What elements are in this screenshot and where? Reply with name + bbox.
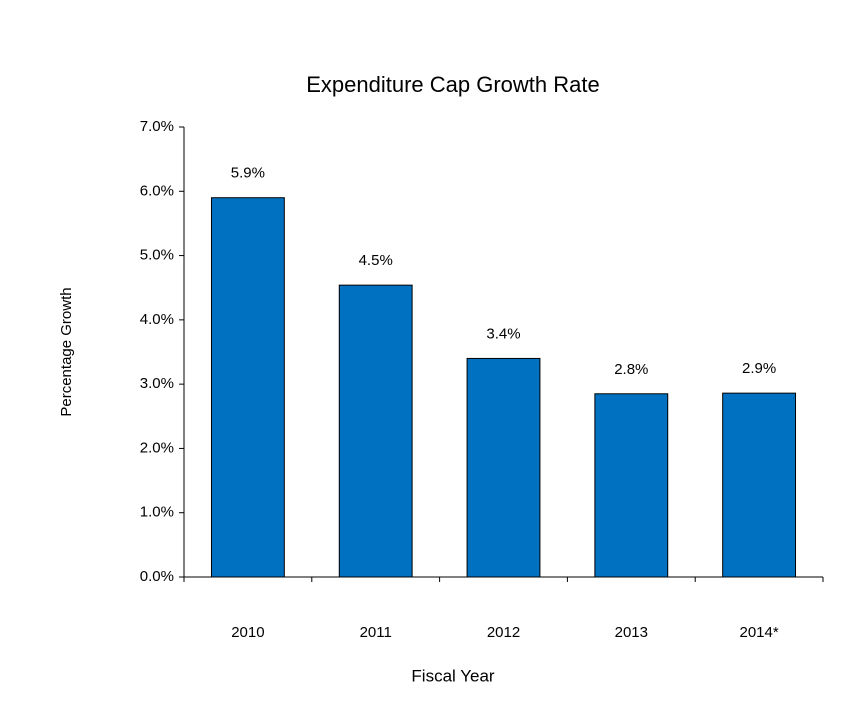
chart-title: Expenditure Cap Growth Rate xyxy=(306,72,600,97)
x-tick-label: 2013 xyxy=(615,624,648,641)
y-tick-label: 2.0% xyxy=(140,439,174,456)
data-label: 2.8% xyxy=(614,361,648,378)
data-label: 4.5% xyxy=(359,252,393,269)
y-tick-label: 0.0% xyxy=(140,568,174,585)
y-tick-label: 4.0% xyxy=(140,311,174,328)
data-label: 5.9% xyxy=(231,165,265,182)
y-tick-label: 3.0% xyxy=(140,375,174,392)
y-tick-label: 6.0% xyxy=(140,182,174,199)
bar xyxy=(722,392,797,578)
data-label: 3.4% xyxy=(486,325,520,342)
bar xyxy=(338,284,413,578)
y-tick-label: 7.0% xyxy=(140,118,174,135)
bar xyxy=(594,393,669,578)
x-tick-label: 2010 xyxy=(231,624,264,641)
bar xyxy=(210,197,285,578)
x-tick-label: 2012 xyxy=(487,624,520,641)
x-axis-title: Fiscal Year xyxy=(411,666,494,685)
x-tick-label: 2014* xyxy=(739,624,778,641)
data-label: 2.9% xyxy=(742,360,776,377)
y-axis-title: Percentage Growth xyxy=(58,287,75,416)
bar xyxy=(466,357,541,578)
y-tick-label: 1.0% xyxy=(140,504,174,521)
y-tick-label: 5.0% xyxy=(140,247,174,264)
x-tick-label: 2011 xyxy=(360,624,392,641)
